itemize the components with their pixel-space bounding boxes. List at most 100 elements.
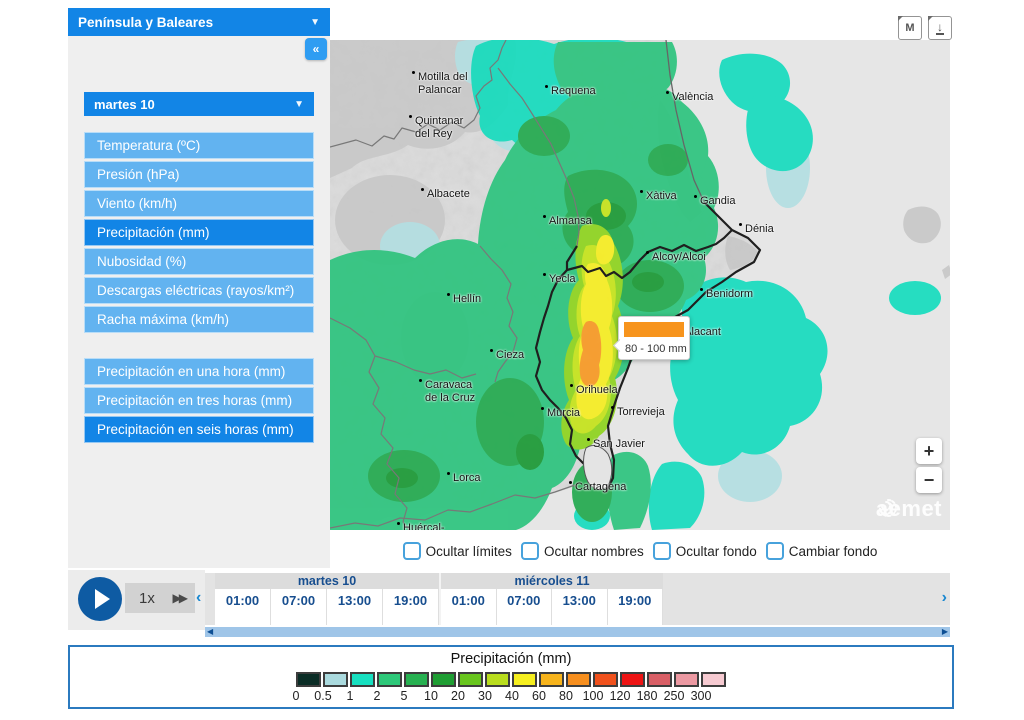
zoom-in-button[interactable]: + bbox=[916, 438, 942, 464]
city-label: València bbox=[666, 91, 713, 104]
scroll-right-icon[interactable]: ▶ bbox=[941, 627, 948, 636]
download-button[interactable]: ↓ bbox=[928, 16, 952, 40]
map-options-row: Ocultar límites Ocultar nombres Ocultar fo… bbox=[330, 539, 950, 563]
city-label: Quintanar del Rey bbox=[409, 115, 464, 141]
map-option[interactable]: Ocultar nombres bbox=[520, 542, 644, 560]
legend-swatch bbox=[404, 672, 429, 687]
city-label: Torrevieja bbox=[611, 406, 665, 419]
city-label: Motilla del Palancar bbox=[412, 71, 468, 97]
city-dot bbox=[447, 293, 450, 296]
accumulation-button[interactable]: Precipitación en tres horas (mm) bbox=[84, 387, 314, 414]
city-label: Almansa bbox=[543, 215, 592, 228]
city-dot bbox=[490, 349, 493, 352]
zoom-out-button[interactable]: − bbox=[916, 467, 942, 493]
variable-button[interactable]: Racha máxima (km/h) bbox=[84, 306, 314, 333]
accumulation-list: Precipitación en una hora (mm) Precipitac… bbox=[84, 358, 314, 445]
region-select[interactable]: Península y Baleares ▼ bbox=[68, 8, 330, 36]
legend-swatch bbox=[431, 672, 456, 687]
map-option-label: Ocultar fondo bbox=[675, 543, 757, 559]
variable-button[interactable]: Temperatura (ºC) bbox=[84, 132, 314, 159]
city-label: San Javier bbox=[587, 438, 645, 451]
variable-button[interactable]: Presión (hPa) bbox=[84, 161, 314, 188]
precipitation-map[interactable]: Motilla del Palancar Quintanar del Rey Req… bbox=[330, 40, 950, 530]
city-label: Orihuela bbox=[570, 384, 618, 397]
city-name: Quintanar del Rey bbox=[415, 115, 464, 140]
legend-swatch bbox=[566, 672, 591, 687]
city-name: Torrevieja bbox=[617, 406, 665, 418]
timeline-day-group: miércoles 11 01:00 07:00 13:00 19:00 bbox=[439, 573, 663, 625]
city-label: Cartagena bbox=[569, 481, 626, 494]
city-label: Lorca bbox=[447, 472, 481, 485]
map-option[interactable]: Ocultar fondo bbox=[652, 542, 757, 560]
map-option-label: Cambiar fondo bbox=[788, 543, 878, 559]
timeline-time-cell[interactable]: 19:00 bbox=[383, 589, 439, 625]
timeline-time-cell[interactable]: 07:00 bbox=[271, 589, 327, 625]
timeline-day-label: martes 10 bbox=[215, 573, 439, 589]
legend-color-scale: 0 0.5 1 2 5 10 20 30 40 60 80 100 120 180 250 300 bbox=[293, 672, 726, 704]
legend-value: 5 bbox=[400, 689, 408, 703]
map-option-label: Ocultar nombres bbox=[543, 543, 644, 559]
timeline-time-cell[interactable]: 01:00 bbox=[441, 589, 497, 625]
city-name: Huércal- bbox=[403, 522, 445, 530]
legend-swatch bbox=[350, 672, 375, 687]
city-name: Hellín bbox=[453, 293, 482, 305]
timeline-time-cell[interactable]: 19:00 bbox=[607, 589, 663, 625]
city-name: Alcoy/Alcoi bbox=[652, 251, 706, 263]
checkbox[interactable] bbox=[402, 542, 421, 560]
city-dot bbox=[419, 379, 422, 382]
city-dot bbox=[700, 288, 703, 291]
checkbox[interactable] bbox=[520, 542, 539, 560]
city-label: Caravaca de la Cruz bbox=[419, 379, 475, 405]
variable-button[interactable]: Nubosidad (%) bbox=[84, 248, 314, 275]
city-name: Gandia bbox=[700, 195, 736, 207]
map-option[interactable]: Ocultar límites bbox=[402, 542, 512, 560]
variable-button[interactable]: Descargas eléctricas (rayos/km²) bbox=[84, 277, 314, 304]
variable-list: Temperatura (ºC) Presión (hPa) Viento (km/… bbox=[84, 132, 314, 335]
animation-player: 1x ▶▶ bbox=[68, 570, 205, 630]
checkbox[interactable] bbox=[765, 542, 784, 560]
timeline-time-cell[interactable]: 13:00 bbox=[327, 589, 383, 625]
timeline-scrollbar[interactable]: ◀ ▶ bbox=[205, 625, 950, 637]
city-label: Xàtiva bbox=[640, 190, 677, 203]
day-select[interactable]: martes 10 ▼ bbox=[84, 92, 314, 116]
zoom-control: + − bbox=[916, 438, 942, 496]
legend-value: 2 bbox=[373, 689, 381, 703]
city-label: Alcoy/Alcoi bbox=[646, 251, 706, 264]
legend-swatch bbox=[296, 672, 321, 687]
timeline-time-cell[interactable]: 01:00 bbox=[215, 589, 271, 625]
speed-value: 1x bbox=[139, 589, 155, 607]
city-name: Lorca bbox=[453, 472, 481, 484]
collapse-sidebar-button[interactable]: « bbox=[305, 38, 327, 60]
city-label-layer: Motilla del Palancar Quintanar del Rey Req… bbox=[330, 40, 950, 530]
city-dot bbox=[397, 522, 400, 525]
checkbox[interactable] bbox=[652, 542, 671, 560]
timeline-time-cell[interactable]: 13:00 bbox=[552, 589, 608, 625]
city-label: Cieza bbox=[490, 349, 525, 362]
timeline-next-button[interactable]: › bbox=[941, 589, 947, 606]
tooltip-color-swatch bbox=[624, 322, 684, 337]
legend-swatch bbox=[701, 672, 726, 687]
city-name: Cieza bbox=[496, 349, 525, 361]
legend-swatch bbox=[323, 672, 348, 687]
aemet-watermark-text: aemet bbox=[875, 496, 942, 521]
scroll-left-icon[interactable]: ◀ bbox=[207, 627, 214, 636]
map-option[interactable]: Cambiar fondo bbox=[765, 542, 878, 560]
play-button[interactable] bbox=[78, 577, 122, 621]
map-document-button[interactable]: M bbox=[898, 16, 922, 40]
variable-button[interactable]: Viento (km/h) bbox=[84, 190, 314, 217]
variable-button[interactable]: Precipitación (mm) bbox=[84, 219, 314, 246]
speed-control[interactable]: 1x ▶▶ bbox=[125, 583, 195, 613]
city-dot bbox=[541, 407, 544, 410]
accumulation-button[interactable]: Precipitación en una hora (mm) bbox=[84, 358, 314, 385]
collapse-icon: « bbox=[312, 42, 320, 56]
timeline-time-cell[interactable]: 07:00 bbox=[496, 589, 552, 625]
fast-forward-icon[interactable]: ▶▶ bbox=[172, 591, 189, 605]
legend-swatch bbox=[512, 672, 537, 687]
accumulation-button[interactable]: Precipitación en seis horas (mm) bbox=[84, 416, 314, 443]
timeline-prev-button[interactable]: ‹ bbox=[196, 589, 202, 606]
timeline-day-groups: martes 10 01:00 07:00 13:00 19:00 miércoles 1… bbox=[215, 573, 663, 625]
city-label: Yecla bbox=[543, 273, 576, 286]
legend-swatch bbox=[377, 672, 402, 687]
city-name: Murcia bbox=[547, 407, 581, 419]
